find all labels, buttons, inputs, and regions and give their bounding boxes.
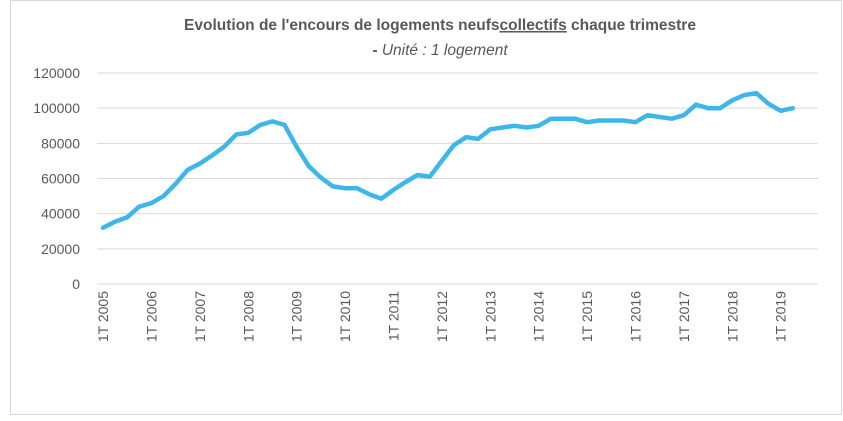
title-dash: - <box>372 42 377 59</box>
data-line <box>100 90 796 230</box>
chart-title: Evolution de l'encours de logements neuf… <box>184 17 696 34</box>
x-tick-label: 1T 2013 <box>482 291 498 342</box>
y-tick-label: 120000 <box>33 65 80 81</box>
x-tick-label: 1T 2010 <box>337 291 353 342</box>
y-tick-label: 40000 <box>41 206 80 222</box>
y-tick-label: 60000 <box>41 171 80 187</box>
chart-subtitle: - Unité : 1 logement <box>372 42 508 59</box>
chart-frame <box>10 0 842 415</box>
x-tick-label: 1T 2009 <box>289 291 305 342</box>
x-tick-label: 1T 2015 <box>579 291 595 342</box>
y-tick-label: 0 <box>72 276 80 292</box>
x-tick-label: 1T 2008 <box>240 291 256 342</box>
x-tick-label: 1T 2011 <box>385 291 401 341</box>
title-main: Evolution de l'encours de logements neuf… <box>184 17 499 34</box>
y-tick-label: 100000 <box>33 100 80 116</box>
x-tick-label: 1T 2019 <box>773 291 789 342</box>
title-underlined: collectifs <box>500 17 567 34</box>
x-tick-label: 1T 2017 <box>676 291 692 342</box>
y-tick-label: 80000 <box>41 135 80 151</box>
x-tick-label: 1T 2012 <box>434 291 450 342</box>
title-rest: chaque trimestre <box>571 17 696 34</box>
x-tick-label: 1T 2014 <box>531 291 547 342</box>
x-tick-label: 1T 2018 <box>724 291 740 342</box>
x-tick-label: 1T 2006 <box>143 291 159 342</box>
title-unit: Unité : 1 logement <box>382 42 508 59</box>
y-tick-label: 20000 <box>41 241 80 257</box>
x-tick-label: 1T 2016 <box>627 291 643 342</box>
x-tick-label: 1T 2005 <box>95 291 111 342</box>
x-tick-label: 1T 2007 <box>192 291 208 342</box>
